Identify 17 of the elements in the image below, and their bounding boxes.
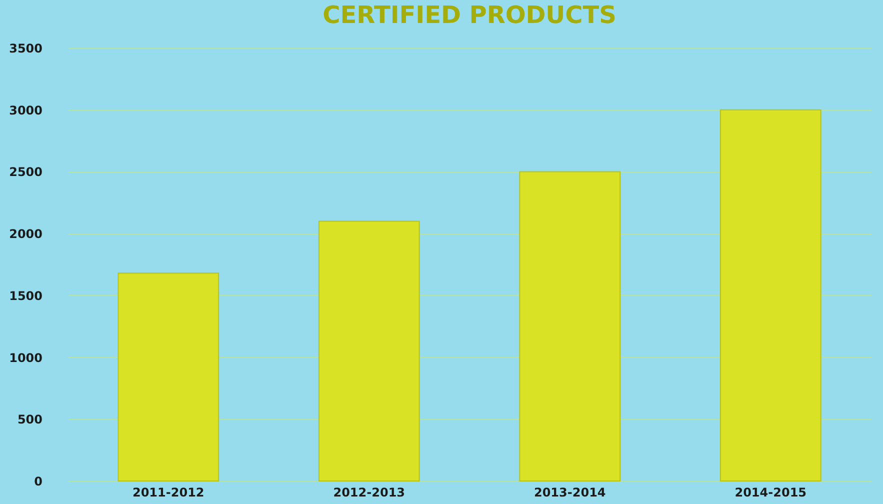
bar: [720, 109, 822, 482]
x-tick-label: 2012-2013: [333, 486, 406, 500]
y-tick-label: 1000: [9, 350, 42, 365]
bar: [318, 220, 420, 482]
x-tick-label: 2011-2012: [132, 486, 204, 500]
x-tick-label: 2013-2014: [534, 486, 606, 500]
y-tick-label: 1500: [9, 288, 42, 303]
y-tick-label: 2000: [9, 227, 42, 242]
y-tick-label: 3500: [9, 42, 42, 56]
y-tick-label: 2500: [9, 165, 42, 180]
x-tick-label: 2014-2015: [734, 486, 807, 500]
y-tick-label: 500: [17, 412, 42, 427]
y-tick-label: 0: [34, 474, 42, 488]
bar: [118, 272, 220, 482]
y-tick-label: 3000: [9, 103, 42, 118]
chart-title: CERTIFIED PRODUCTS: [322, 1, 616, 29]
bar: [519, 171, 621, 482]
